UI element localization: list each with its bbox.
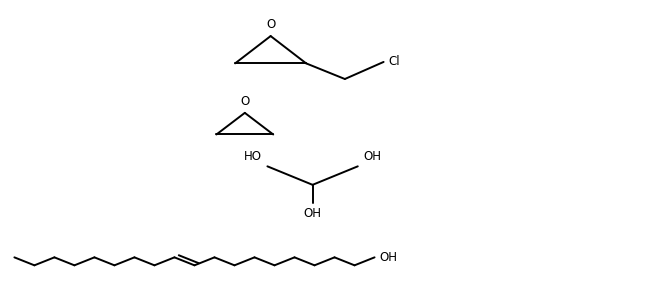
Text: OH: OH	[303, 207, 322, 220]
Text: O: O	[266, 18, 275, 31]
Text: HO: HO	[244, 151, 262, 164]
Text: Cl: Cl	[389, 55, 400, 68]
Text: OH: OH	[363, 151, 381, 164]
Text: OH: OH	[379, 251, 397, 264]
Text: O: O	[240, 95, 249, 108]
